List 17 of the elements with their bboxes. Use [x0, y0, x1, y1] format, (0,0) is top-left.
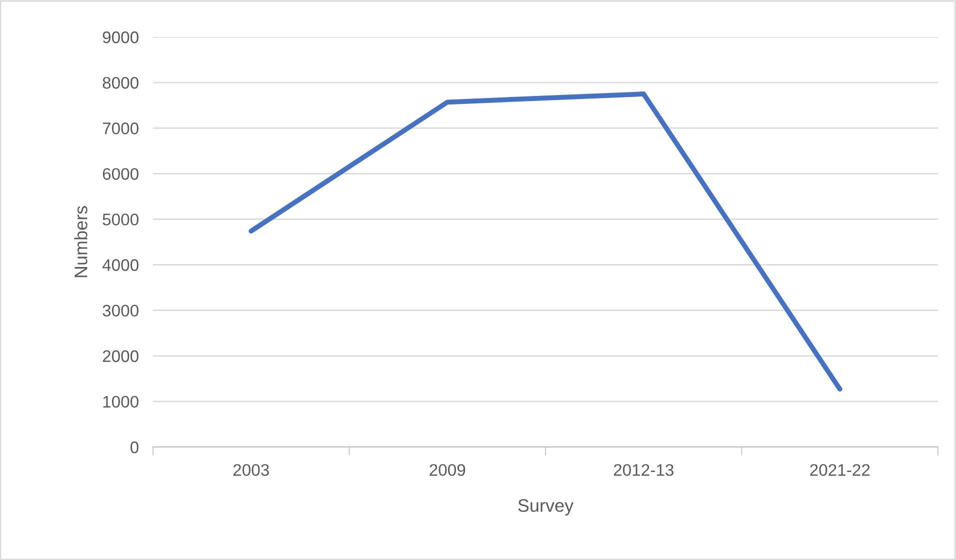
- line-series: [248, 92, 842, 392]
- y-tick-label: 1000: [103, 396, 138, 408]
- y-tick-label: 7000: [102, 122, 138, 134]
- y-tick-label: 5000: [102, 214, 138, 226]
- y-tick-label: 8000: [102, 76, 138, 89]
- y-tick-label: 2000: [102, 350, 138, 362]
- x-tick-label: 2009: [430, 464, 466, 476]
- y-tick-label: 0: [130, 441, 138, 454]
- y-tick-label: 9000: [102, 31, 138, 44]
- y-tick-label: 4000: [102, 259, 138, 271]
- x-tick-label: 2012-13: [614, 464, 674, 476]
- y-axis-title: Numbers: [74, 206, 88, 278]
- y-tick-label: 6000: [102, 168, 138, 180]
- x-axis-title: Survey: [518, 499, 574, 516]
- y-tick-label: 3000: [102, 304, 138, 317]
- x-tick-label: 2021-22: [810, 464, 870, 476]
- x-tick-label: 2003: [233, 464, 269, 476]
